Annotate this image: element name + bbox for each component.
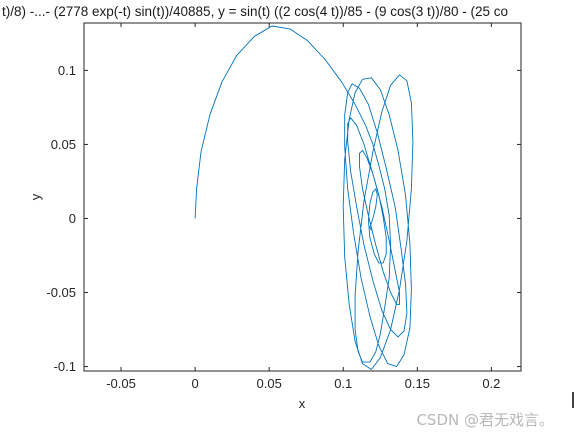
y-tick-label: 0.05 — [51, 137, 76, 152]
x-tick-label: 0.05 — [257, 376, 282, 391]
ticks-layer: -0.05 0 0.05 0.1 0.15 0.2 -0.1 -0.05 0 0.05 0.1 — [46, 23, 521, 391]
y-tick-label: 0 — [69, 211, 76, 226]
x-axis-label: x — [299, 396, 306, 411]
edge-mark — [572, 392, 574, 408]
x-tick-label: -0.05 — [106, 376, 136, 391]
x-tick-label: 0.2 — [482, 376, 500, 391]
y-axis-label: y — [28, 193, 43, 200]
axes-box — [83, 22, 522, 372]
series-layer — [194, 25, 414, 370]
y-tick-label: -0.1 — [54, 359, 76, 374]
y-tick-label: 0.1 — [58, 63, 76, 78]
watermark: CSDN @君无戏言。 — [416, 411, 554, 429]
x-tick-label: 0.15 — [405, 376, 430, 391]
x-tick-label: 0 — [191, 376, 198, 391]
y-tick-label: -0.05 — [46, 285, 76, 300]
chart-title: t)/8) -...- (2778 exp(-t) sin(t))/40885,… — [2, 4, 508, 19]
series-line — [194, 25, 414, 370]
x-tick-label: 0.1 — [334, 376, 352, 391]
